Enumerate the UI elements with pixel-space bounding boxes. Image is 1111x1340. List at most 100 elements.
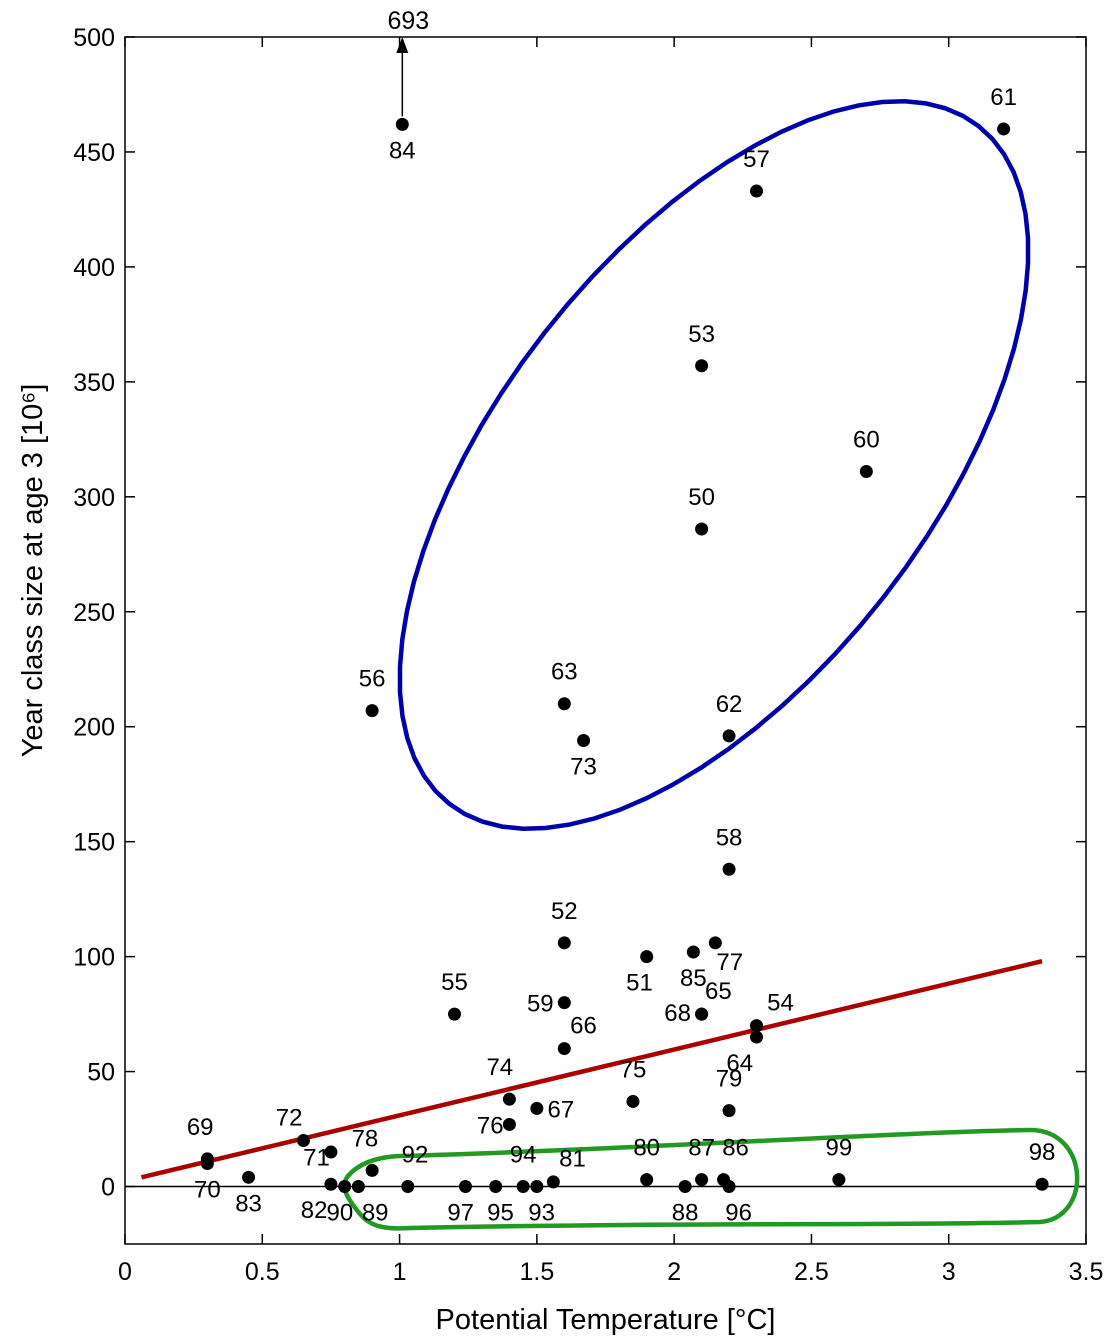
point-label: 88 [672, 1200, 699, 1227]
data-point [516, 1180, 530, 1194]
y-tick-label: 50 [87, 1059, 115, 1087]
data-point [557, 996, 571, 1010]
data-point [351, 1180, 365, 1194]
data-point [708, 936, 722, 950]
y-tick-label: 450 [73, 139, 115, 167]
data-point [832, 1173, 846, 1187]
point-label: 62 [716, 691, 743, 718]
y-tick-label: 500 [73, 24, 115, 52]
data-point [395, 117, 409, 131]
data-point [502, 1092, 516, 1106]
point-label: 52 [551, 898, 578, 925]
point-label: 92 [402, 1142, 429, 1169]
point-label: 93 [528, 1200, 555, 1227]
x-tick-label: 1 [393, 1258, 407, 1286]
data-point [489, 1180, 503, 1194]
arrow-head [396, 37, 409, 53]
point-label: 98 [1029, 1139, 1056, 1166]
point-label: 51 [626, 970, 653, 997]
point-label: 60 [853, 427, 880, 454]
point-label: 69 [187, 1114, 214, 1141]
y-tick-label: 0 [101, 1174, 115, 1202]
low-recruitment-loop [342, 1127, 1080, 1231]
point-label: 81 [559, 1146, 586, 1173]
data-point [640, 1173, 654, 1187]
arrow-label: 693 [387, 7, 429, 35]
point-label: 79 [716, 1066, 743, 1093]
data-point [722, 1104, 736, 1118]
point-label: 94 [510, 1142, 537, 1169]
point-label: 65 [705, 978, 732, 1005]
data-point [502, 1117, 516, 1131]
y-tick-label: 400 [73, 254, 115, 282]
y-tick-label: 200 [73, 714, 115, 742]
x-tick-label: 3.5 [1069, 1258, 1104, 1286]
point-label: 86 [722, 1135, 749, 1162]
data-point [722, 862, 736, 876]
axis-ticks [124, 36, 1087, 1244]
y-axis-label: Year class size at age 3 [10⁶] [17, 384, 49, 758]
data-point [530, 1101, 544, 1115]
data-point [557, 697, 571, 711]
point-label: 87 [688, 1135, 715, 1162]
point-label: 61 [990, 84, 1017, 111]
point-label: 71 [303, 1145, 330, 1172]
data-point [447, 1007, 461, 1021]
data-point [401, 1180, 415, 1194]
point-label: 50 [688, 484, 715, 511]
data-point [365, 704, 379, 718]
point-label: 89 [362, 1200, 389, 1227]
point-label: 83 [235, 1190, 262, 1217]
point-label: 57 [743, 146, 770, 173]
data-point [557, 1042, 571, 1056]
point-label: 99 [826, 1135, 853, 1162]
point-label: 73 [570, 754, 597, 781]
point-label: 74 [486, 1054, 513, 1081]
data-point [557, 936, 571, 950]
point-label: 78 [352, 1125, 379, 1152]
plot-frame [124, 36, 1087, 1245]
point-label: 85 [680, 965, 707, 992]
point-label: 77 [716, 949, 743, 976]
point-label: 76 [477, 1112, 504, 1139]
point-label: 82 [301, 1197, 328, 1224]
data-point [1035, 1177, 1049, 1191]
data-point [200, 1157, 214, 1171]
data-point [997, 122, 1011, 136]
point-label: 84 [389, 137, 416, 164]
point-label: 97 [447, 1200, 474, 1227]
data-point [338, 1180, 352, 1194]
x-tick-labels: 0 0.5 1 1.5 2 2.5 3 3.5 [118, 1258, 1103, 1286]
data-point [242, 1170, 256, 1184]
data-point [695, 1173, 709, 1187]
data-point [695, 359, 709, 373]
x-tick-label: 0 [118, 1258, 132, 1286]
data-point [626, 1094, 640, 1108]
point-label: 58 [716, 824, 743, 851]
data-point [722, 729, 736, 743]
data-point [750, 1019, 764, 1033]
y-tick-label: 100 [73, 944, 115, 972]
data-point [577, 734, 591, 748]
data-point [686, 945, 700, 959]
data-point [695, 1007, 709, 1021]
point-label: 66 [570, 1012, 597, 1039]
point-label: 90 [327, 1200, 354, 1227]
y-tick-label: 300 [73, 484, 115, 512]
point-label: 96 [725, 1200, 752, 1227]
data-point [530, 1180, 544, 1194]
data-point [722, 1180, 736, 1194]
point-label: 72 [276, 1104, 303, 1131]
point-label: 80 [633, 1135, 660, 1162]
point-label: 59 [527, 991, 554, 1018]
data-point [324, 1177, 338, 1191]
data-point [640, 950, 654, 964]
point-label: 68 [664, 1000, 691, 1027]
x-tick-label: 0.5 [245, 1258, 280, 1286]
offscale-arrow: 693 [387, 7, 429, 117]
data-point [324, 1145, 338, 1159]
data-point [750, 1030, 764, 1044]
point-label: 54 [767, 989, 794, 1016]
data-point [750, 184, 764, 198]
